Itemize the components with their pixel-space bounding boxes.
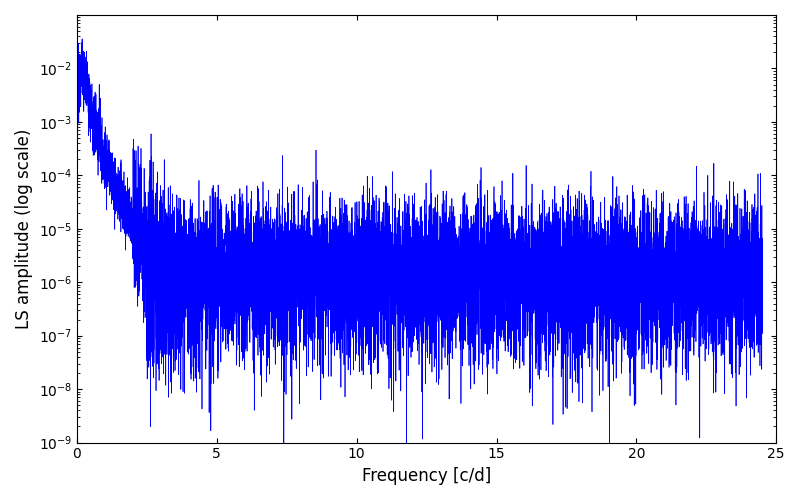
Y-axis label: LS amplitude (log scale): LS amplitude (log scale) <box>15 128 33 329</box>
X-axis label: Frequency [c/d]: Frequency [c/d] <box>362 467 491 485</box>
